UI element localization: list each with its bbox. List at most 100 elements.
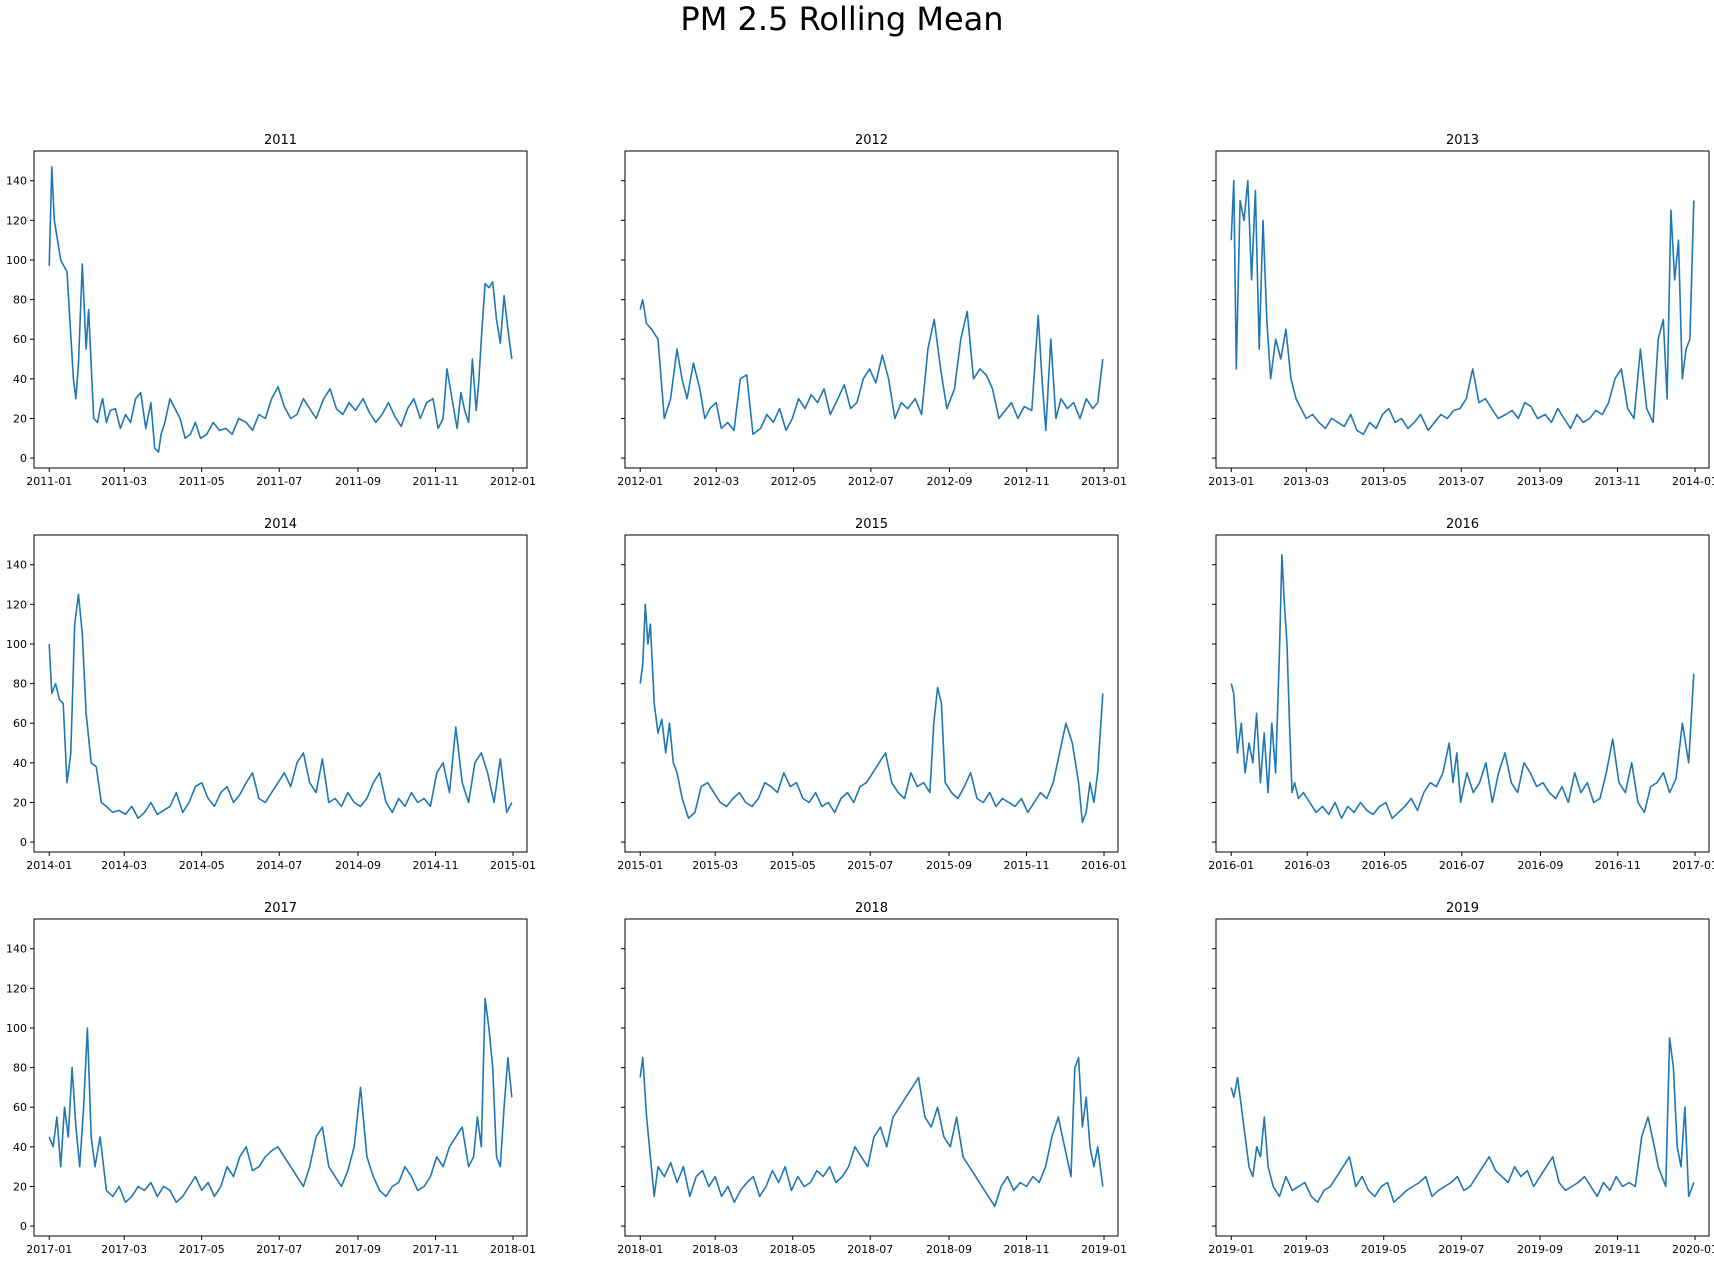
x-tick-label: 2014-11 — [413, 859, 459, 872]
data-point — [1330, 417, 1333, 420]
y-tick-label: 100 — [6, 638, 27, 651]
data-point — [66, 781, 69, 784]
data-point — [1230, 239, 1233, 242]
data-point — [484, 282, 487, 285]
data-point — [289, 1165, 292, 1168]
data-point — [1380, 1185, 1383, 1188]
x-tick-label: 2014-01 — [1672, 475, 1714, 488]
data-point — [1577, 1181, 1580, 1184]
data-point — [334, 1175, 337, 1178]
data-point — [1259, 1155, 1262, 1158]
data-point — [129, 421, 132, 424]
data-point — [1073, 1066, 1076, 1069]
data-point — [1006, 1175, 1009, 1178]
data-point — [1051, 1136, 1054, 1139]
data-point — [917, 1076, 920, 1079]
data-point — [475, 409, 478, 412]
y-tick-label: 20 — [13, 1180, 27, 1193]
data-point — [1497, 771, 1500, 774]
data-point — [660, 718, 663, 721]
data-point — [194, 1175, 197, 1178]
data-point — [715, 401, 718, 404]
data-point — [327, 1165, 330, 1168]
data-point — [1652, 421, 1655, 424]
data-point — [218, 429, 221, 432]
data-point — [1554, 797, 1557, 800]
data-point — [641, 662, 644, 665]
data-point — [467, 1165, 470, 1168]
data-point — [1063, 1145, 1066, 1148]
data-point — [96, 421, 99, 424]
data-point — [219, 791, 222, 794]
data-point — [1293, 781, 1296, 784]
data-point — [207, 1181, 210, 1184]
data-point — [663, 1175, 666, 1178]
data-point — [143, 1189, 146, 1192]
x-tick-label: 2014-03 — [101, 859, 147, 872]
data-point — [1308, 801, 1311, 804]
data-point — [884, 752, 887, 755]
data-point — [1440, 413, 1443, 416]
data-point — [706, 781, 709, 784]
data-point — [1685, 348, 1688, 351]
data-point — [963, 785, 966, 788]
data-point — [226, 1165, 229, 1168]
data-point — [687, 817, 690, 820]
plot-frame — [1215, 534, 1710, 853]
x-tick-label: 2019-01 — [1208, 1243, 1254, 1256]
data-point — [207, 797, 210, 800]
data-point — [72, 377, 75, 380]
plot-frame — [624, 918, 1119, 1237]
data-point — [732, 797, 735, 800]
data-point — [1523, 401, 1526, 404]
data-point — [1664, 1185, 1667, 1188]
data-point — [1580, 791, 1583, 794]
x-tick-label: 2018-01 — [490, 1243, 536, 1256]
data-point — [681, 377, 684, 380]
data-point — [1558, 1181, 1561, 1184]
data-point — [477, 381, 480, 384]
data-point — [1324, 427, 1327, 430]
x-tick-label: 2011-11 — [413, 475, 459, 488]
data-point — [1418, 1181, 1421, 1184]
data-point — [308, 781, 311, 784]
data-point — [1588, 417, 1591, 420]
y-tick-label: 120 — [6, 982, 27, 995]
data-point — [1081, 821, 1084, 824]
data-point — [1359, 801, 1362, 804]
data-point — [887, 377, 890, 380]
data-point — [1001, 797, 1004, 800]
data-point — [1645, 407, 1648, 410]
data-point — [1545, 1165, 1548, 1168]
series-line — [1230, 1037, 1695, 1204]
data-point — [1248, 1165, 1251, 1168]
data-point — [232, 1175, 235, 1178]
data-point — [87, 308, 90, 311]
data-point — [270, 1149, 273, 1152]
data-point — [810, 393, 813, 396]
data-point — [985, 374, 988, 377]
data-point — [404, 805, 407, 808]
x-tick-label: 2017-09 — [335, 1243, 381, 1256]
data-point — [1278, 653, 1281, 656]
data-point — [81, 633, 84, 636]
data-point — [846, 791, 849, 794]
plot-frame — [33, 534, 528, 853]
x-tick-label: 2019-05 — [1361, 1243, 1407, 1256]
data-point — [1595, 409, 1598, 412]
data-point — [315, 1136, 318, 1139]
data-point — [657, 338, 660, 341]
data-point — [50, 692, 53, 695]
data-point — [1291, 791, 1294, 794]
data-point — [410, 791, 413, 794]
data-point — [335, 407, 338, 410]
data-point — [1258, 348, 1261, 351]
data-point — [1520, 1175, 1523, 1178]
subplot-2017: 2017 2017-01 2017-03 2017-05 2017-07 2017-09 2… — [6, 901, 536, 1256]
data-point — [302, 397, 305, 400]
data-point — [1494, 1169, 1497, 1172]
data-point — [1517, 417, 1520, 420]
data-point — [1033, 801, 1036, 804]
data-point — [1592, 801, 1595, 804]
data-point — [52, 1145, 55, 1148]
